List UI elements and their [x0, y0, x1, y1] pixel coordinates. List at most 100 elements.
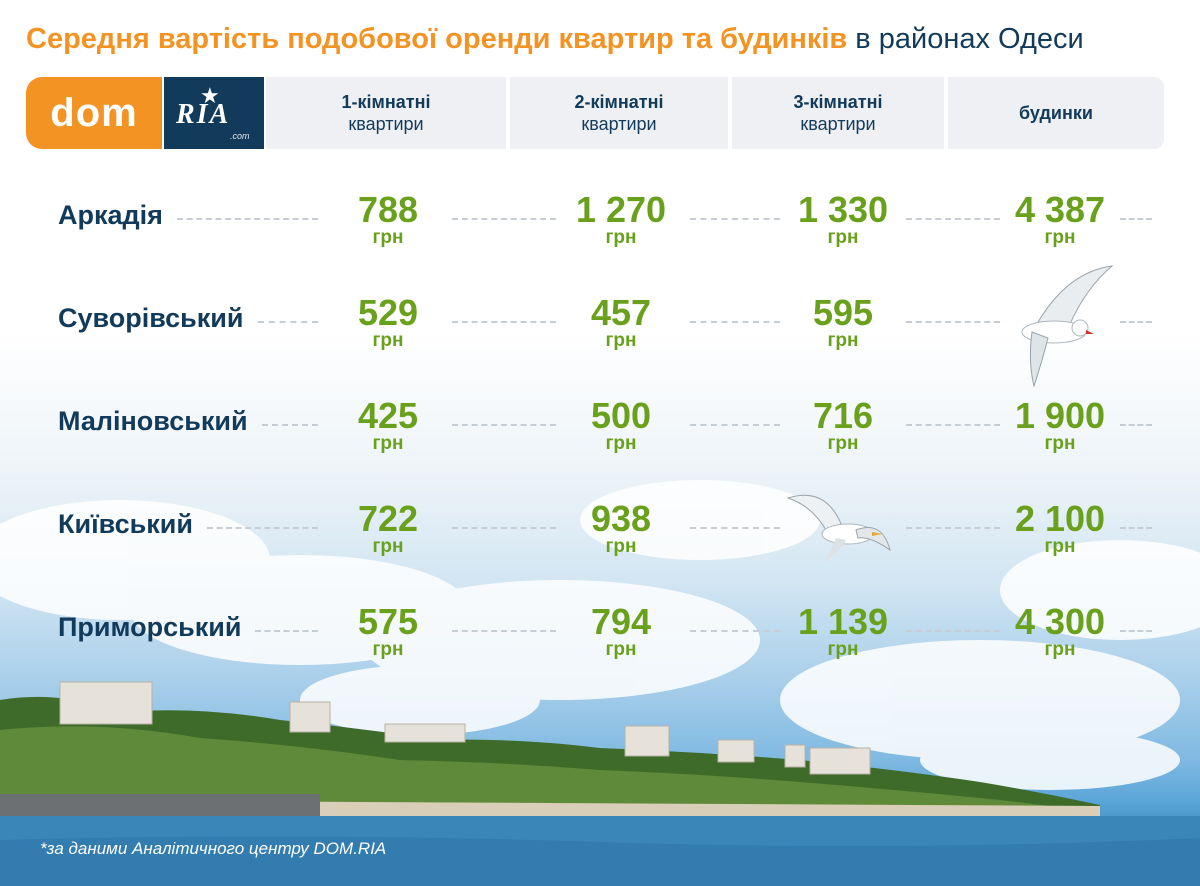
column-header-line2: квартири [575, 113, 664, 135]
currency-label: грн [318, 640, 458, 660]
price-cell: 1 330 грн [773, 192, 913, 248]
price-cell: 1 900 грн [990, 398, 1130, 454]
coast-trees [0, 697, 1100, 820]
row-dash-divider [452, 321, 556, 323]
price-value: 575 [318, 604, 458, 640]
column-header-3-room: 3-кімнатні квартири [732, 77, 944, 149]
page-title: Середня вартість подобової оренди кварти… [26, 20, 1186, 58]
currency-label: грн [551, 640, 691, 660]
price-cell: 457 грн [551, 295, 691, 351]
currency-label: грн [551, 434, 691, 454]
district-label: Приморський [58, 612, 241, 643]
currency-label: грн [773, 434, 913, 454]
price-cell: 425 грн [318, 398, 458, 454]
price-value: 4 387 [990, 192, 1130, 228]
price-cell: 529 грн [318, 295, 458, 351]
logo-dotcom-text: .com [230, 131, 250, 141]
column-header-line1: 3-кімнатні [794, 91, 883, 113]
column-header-line1: 2-кімнатні [575, 91, 664, 113]
price-value: 1 900 [990, 398, 1130, 434]
column-header-houses: будинки [948, 77, 1164, 149]
currency-label: грн [773, 331, 913, 351]
currency-label: грн [990, 434, 1130, 454]
district-label: Аркадія [58, 200, 163, 231]
currency-label: грн [990, 640, 1130, 660]
price-value: 500 [551, 398, 691, 434]
row-dash-divider [906, 527, 1000, 529]
row-dash-divider [1120, 321, 1152, 323]
currency-label: грн [773, 640, 913, 660]
price-cell: 4 300 грн [990, 604, 1130, 660]
column-header-line2: квартири [794, 113, 883, 135]
row-dash-divider [906, 321, 1000, 323]
price-value: 4 300 [990, 604, 1130, 640]
currency-label: грн [990, 537, 1130, 557]
price-cell: 1 139 грн [773, 604, 913, 660]
price-value: 2 100 [990, 501, 1130, 537]
logo-dom: dom [26, 77, 162, 149]
row-dash-divider [452, 218, 556, 220]
pier [0, 794, 320, 816]
price-value: 788 [318, 192, 458, 228]
row-dash-divider [258, 321, 318, 323]
price-value: 529 [318, 295, 458, 331]
row-dash-divider [906, 424, 1000, 426]
currency-label: грн [318, 331, 458, 351]
currency-label: грн [551, 537, 691, 557]
currency-label: грн [318, 434, 458, 454]
price-value: 1 330 [773, 192, 913, 228]
row-dash-divider [262, 424, 318, 426]
column-header-1-room: 1-кімнатні квартири [266, 77, 506, 149]
currency-label: грн [318, 537, 458, 557]
district-label: Київський [58, 509, 193, 540]
price-cell: 1 270 грн [551, 192, 691, 248]
price-value: 457 [551, 295, 691, 331]
price-value: 1 139 [773, 604, 913, 640]
price-cell: 500 грн [551, 398, 691, 454]
price-cell: 2 100 грн [990, 501, 1130, 557]
currency-label: грн [990, 228, 1130, 248]
price-cell: 4 387 грн [990, 192, 1130, 248]
column-header-line1: будинки [1019, 102, 1093, 124]
column-header-line1: 1-кімнатні [342, 91, 431, 113]
seagull-icon [1008, 262, 1118, 390]
price-cell: 788 грн [318, 192, 458, 248]
row-dash-divider [690, 424, 780, 426]
beach [0, 800, 1100, 818]
price-cell: 938 грн [551, 501, 691, 557]
price-value: 938 [551, 501, 691, 537]
price-cell: 575 грн [318, 604, 458, 660]
price-value: 722 [318, 501, 458, 537]
row-dash-divider [690, 527, 780, 529]
price-value: 794 [551, 604, 691, 640]
title-highlight: Середня вартість подобової оренди кварти… [26, 23, 847, 55]
price-value: 595 [773, 295, 913, 331]
row-dash-divider [690, 321, 780, 323]
currency-label: грн [773, 228, 913, 248]
district-label: Маліновський [58, 406, 248, 437]
price-value: 425 [318, 398, 458, 434]
price-cell: 722 грн [318, 501, 458, 557]
column-header-line2: квартири [342, 113, 431, 135]
price-value: 1 270 [551, 192, 691, 228]
row-dash-divider [207, 527, 318, 529]
price-cell: 595 грн [773, 295, 913, 351]
column-header-2-room: 2-кімнатні квартири [510, 77, 728, 149]
logo-ria-text: RIA [176, 99, 230, 131]
price-cell: 716 грн [773, 398, 913, 454]
row-dash-divider [255, 630, 318, 632]
currency-label: грн [318, 228, 458, 248]
coast-trees-light [0, 726, 1100, 820]
row-dash-divider [452, 630, 556, 632]
currency-label: грн [551, 331, 691, 351]
row-dash-divider [177, 218, 318, 220]
row-dash-divider [452, 424, 556, 426]
footnote: *за даними Аналітичного центру DOM.RIA [40, 839, 386, 859]
logo-dom-text: dom [50, 91, 137, 136]
row-dash-divider [690, 630, 780, 632]
district-label: Суворівський [58, 303, 244, 334]
price-cell: 794 грн [551, 604, 691, 660]
logo-ria: ★ RIA .com [164, 77, 264, 149]
buildings [60, 682, 870, 774]
currency-label: грн [551, 228, 691, 248]
